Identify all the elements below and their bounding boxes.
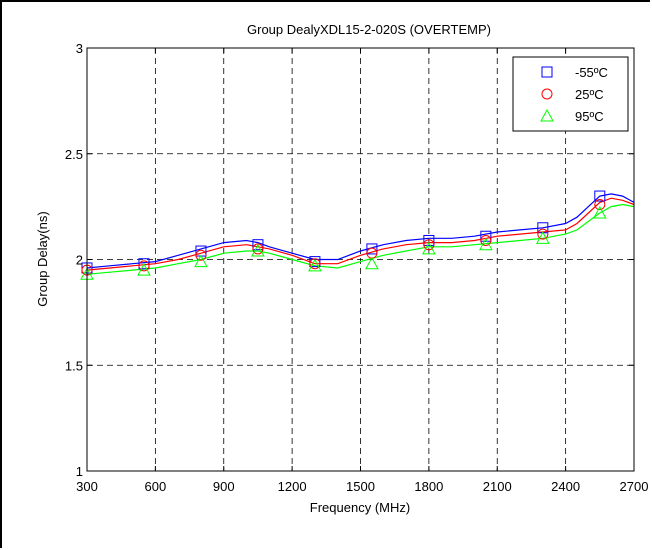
y-tick-label: 1 bbox=[76, 464, 83, 479]
legend-marker-2 bbox=[541, 88, 553, 100]
series-line-2 bbox=[86, 197, 635, 271]
axis-ticks bbox=[86, 47, 635, 472]
series-2-marker bbox=[138, 260, 150, 272]
series-2-marker bbox=[537, 228, 549, 240]
x-tick-label: 1200 bbox=[278, 479, 307, 494]
legend-box bbox=[512, 56, 629, 132]
chart-title: Group DealyXDL15-2-020S (OVERTEMP) bbox=[247, 22, 491, 37]
series-1-marker bbox=[423, 234, 435, 246]
series-2-marker bbox=[594, 199, 606, 211]
x-tick-label: 300 bbox=[76, 479, 98, 494]
y-tick-label: 2.5 bbox=[65, 147, 83, 162]
grid-lines bbox=[87, 48, 634, 471]
series-3-marker bbox=[194, 254, 208, 268]
series-2-marker bbox=[195, 249, 207, 261]
series-1-marker bbox=[366, 243, 378, 255]
y-axis-label: Group Delay(ns) bbox=[35, 211, 50, 306]
series-3-marker bbox=[365, 256, 379, 270]
series-3-marker bbox=[137, 263, 151, 276]
legend: -55ºC 25ºC 95ºC bbox=[512, 56, 629, 132]
y-tick-label: 2 bbox=[76, 253, 83, 268]
series-3-marker bbox=[422, 241, 436, 255]
series-3-marker bbox=[308, 258, 322, 272]
series-1-marker bbox=[480, 230, 492, 242]
legend-label-1: -55ºC bbox=[575, 65, 608, 80]
legend-label-3: 95ºC bbox=[575, 109, 604, 124]
y-tick-labels: 1 1.5 2 2.5 3 bbox=[65, 41, 83, 479]
series-3-marker bbox=[251, 243, 265, 257]
series-1-marker bbox=[594, 190, 606, 202]
series-3-marker bbox=[479, 237, 493, 251]
series-line-1 bbox=[86, 193, 635, 269]
series-3-marker bbox=[535, 231, 550, 244]
series-2-marker bbox=[309, 258, 321, 270]
x-tick-label: 2700 bbox=[620, 479, 649, 494]
x-tick-label: 1500 bbox=[346, 479, 375, 494]
series-line-3 bbox=[86, 203, 635, 275]
x-tick-label: 2100 bbox=[483, 479, 512, 494]
x-tick-label: 900 bbox=[213, 479, 235, 494]
y-tick-label: 1.5 bbox=[65, 358, 83, 373]
series-lines bbox=[86, 193, 635, 275]
series-1-marker bbox=[252, 239, 264, 251]
x-axis-label: Frequency (MHz) bbox=[310, 500, 410, 515]
x-tick-label: 1800 bbox=[414, 479, 443, 494]
series-3-marker bbox=[592, 205, 607, 219]
legend-marker-3 bbox=[540, 108, 554, 122]
series-2-marker bbox=[423, 239, 435, 251]
y-tick-label: 3 bbox=[76, 41, 83, 56]
series-2-marker bbox=[252, 243, 264, 255]
legend-marker-1 bbox=[541, 66, 553, 78]
legend-label-2: 25ºC bbox=[575, 87, 604, 102]
series-2-marker bbox=[480, 234, 492, 246]
x-tick-label: 2400 bbox=[551, 479, 580, 494]
x-tick-label: 600 bbox=[145, 479, 167, 494]
x-tick-labels: 300 600 900 1200 1500 1800 2100 2400 2700 bbox=[76, 479, 648, 494]
